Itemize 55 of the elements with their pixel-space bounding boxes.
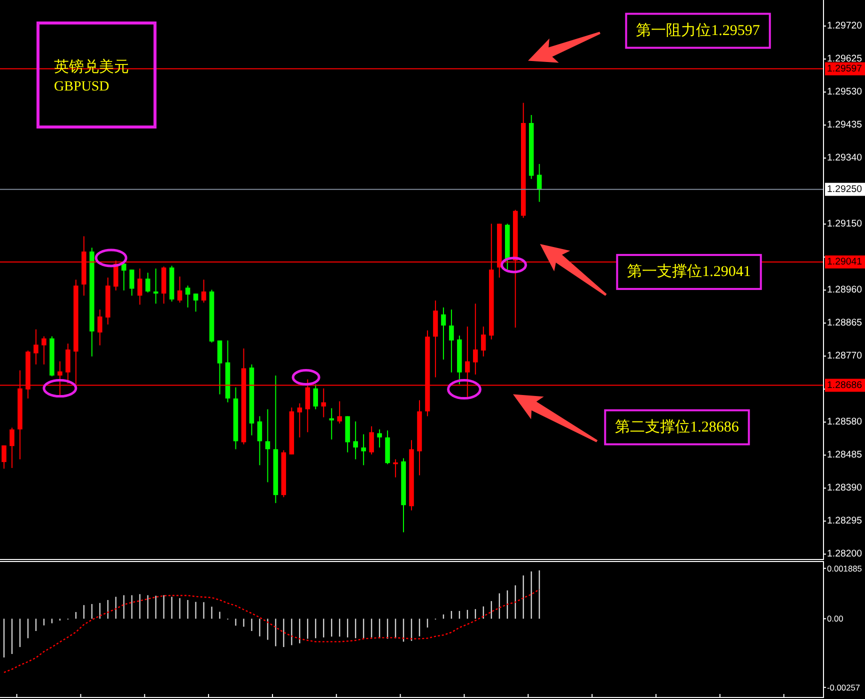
annotation: 第一阻力位1.29597 bbox=[636, 22, 760, 39]
candlestick bbox=[353, 420, 358, 460]
candlestick bbox=[473, 303, 478, 376]
annotation: 第一支撑位1.29041 bbox=[627, 264, 751, 280]
candlestick bbox=[201, 279, 206, 304]
candlestick bbox=[297, 402, 302, 438]
y-tick-label: 1.28580 bbox=[827, 416, 862, 428]
y-tick-label: 1.29435 bbox=[827, 120, 862, 131]
y-tick-label: 1.28200 bbox=[827, 548, 862, 560]
candlestick bbox=[441, 306, 446, 360]
ref-line-label: 1.28686 bbox=[827, 380, 862, 391]
y-tick-label: 1.29150 bbox=[827, 218, 862, 230]
candlestick bbox=[145, 272, 150, 294]
candlestick bbox=[137, 268, 142, 306]
ref-line-label: 1.29250 bbox=[827, 184, 862, 195]
y-tick-label: 1.28295 bbox=[827, 516, 862, 527]
y-tick-label: 1.28390 bbox=[827, 482, 862, 494]
candlestick bbox=[193, 293, 198, 312]
y-tick-label: 1.29530 bbox=[827, 86, 862, 98]
candlestick bbox=[449, 309, 454, 373]
candlestick bbox=[185, 285, 190, 308]
candlestick bbox=[2, 444, 6, 470]
y-tick-label: 1.28770 bbox=[827, 350, 862, 362]
candlestick bbox=[129, 269, 134, 296]
candlestick bbox=[97, 309, 102, 346]
candlestick bbox=[361, 434, 366, 466]
candlestick bbox=[329, 408, 334, 440]
y-tick-label: -0.00257 bbox=[827, 682, 860, 692]
y-tick-label: 0.00 bbox=[827, 614, 844, 624]
y-tick-label: 1.28865 bbox=[827, 318, 862, 329]
candlestick bbox=[257, 416, 262, 466]
y-tick-label: 1.29720 bbox=[827, 20, 862, 32]
subtitle: GBPUSD bbox=[54, 80, 110, 94]
candlestick bbox=[177, 276, 182, 304]
candlestick bbox=[313, 384, 318, 410]
y-tick-label: 1.28485 bbox=[827, 450, 862, 461]
candlestick bbox=[42, 336, 46, 365]
candlestick bbox=[369, 426, 374, 455]
annotation: 第二支撑位1.28686 bbox=[615, 419, 739, 436]
candlestick bbox=[481, 326, 486, 357]
y-tick-label: 1.29625 bbox=[827, 54, 862, 65]
y-tick-label: 0.001885 bbox=[827, 563, 862, 574]
y-tick-label: 1.28960 bbox=[827, 284, 862, 296]
candlestick bbox=[10, 427, 14, 468]
y-tick-label: 1.29340 bbox=[827, 152, 862, 164]
candlestick bbox=[393, 458, 398, 478]
candlestick bbox=[153, 268, 158, 304]
ref-line-label: 1.29597 bbox=[827, 63, 862, 74]
candlestick bbox=[265, 408, 270, 483]
candlestick bbox=[321, 388, 326, 418]
candlestick bbox=[217, 340, 222, 395]
ref-line-label: 1.29041 bbox=[827, 256, 862, 268]
candlestick bbox=[34, 328, 38, 365]
candlestick bbox=[377, 428, 382, 448]
candlestick bbox=[337, 400, 342, 424]
